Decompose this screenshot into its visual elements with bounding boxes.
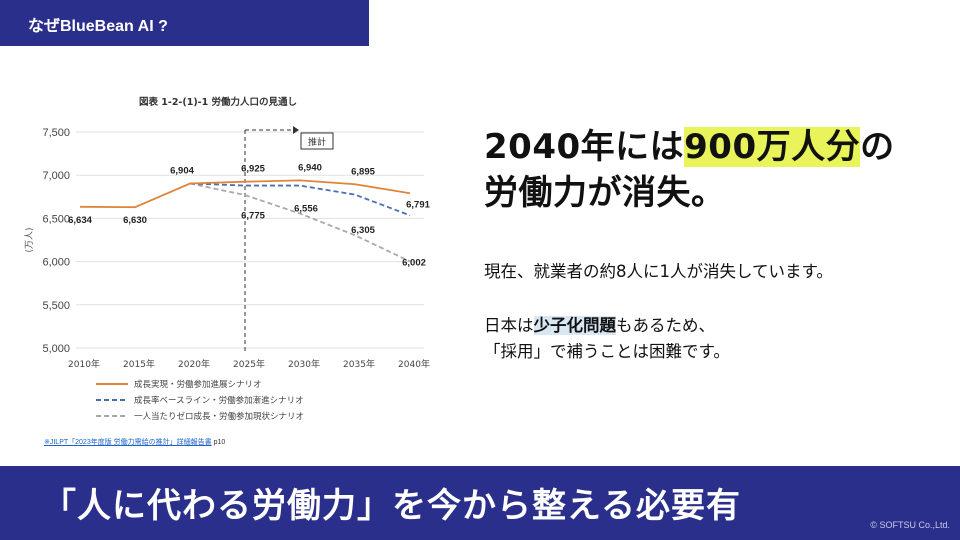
data-label: 6,775 xyxy=(241,211,265,222)
y-tick-label: 6,500 xyxy=(42,213,70,225)
body-p2-emph: 少子化問題 xyxy=(533,316,616,335)
projection-box xyxy=(300,132,334,150)
projection-label: 推計 xyxy=(308,136,326,148)
y-tick-label: 7,000 xyxy=(42,170,70,182)
x-tick-label: 2030年 xyxy=(288,358,320,370)
footer-bar: 「人に代わる労働力」を今から整える必要有 © SOFTSU Co.,Ltd. xyxy=(0,466,960,540)
headline-post: の xyxy=(860,127,895,167)
headline-highlight: 900万人分 xyxy=(684,127,861,167)
data-label: 6,791 xyxy=(406,199,430,210)
x-tick-label: 2010年 xyxy=(68,358,100,370)
data-label: 6,925 xyxy=(241,164,265,175)
x-tick-label: 2040年 xyxy=(398,358,430,370)
data-label: 6,305 xyxy=(351,225,375,236)
chart-title: 図表 1-2-(1)-1 労働力人口の見通し xyxy=(139,96,297,108)
copyright: © SOFTSU Co.,Ltd. xyxy=(870,520,950,530)
labor-force-chart: 図表 1-2-(1)-1 労働力人口の見通し 7,500 7,000 6,500 6,0… xyxy=(18,84,438,456)
series-line-2 xyxy=(189,182,411,263)
data-label: 6,634 xyxy=(68,215,92,226)
body-p2-pre: 日本は xyxy=(484,316,534,335)
y-tick-label: 6,000 xyxy=(42,257,70,269)
headline: 2040年には900万人分の 労働力が消失。 xyxy=(484,124,944,216)
data-label: 6,556 xyxy=(294,204,318,215)
legend-label: 成長実現・労働参加進展シナリオ xyxy=(134,379,262,390)
source-page: p10 xyxy=(211,439,226,446)
series-line-1 xyxy=(189,182,411,217)
data-label: 6,630 xyxy=(123,215,147,226)
series-line-0 xyxy=(79,179,411,209)
section-tab-label: なぜBlueBean AI ? xyxy=(28,18,168,35)
legend-label: 成長率ベースライン・労働参加漸進シナリオ xyxy=(134,395,304,406)
body-p1: 現在、就業者の約8人に1人が消失しています。 xyxy=(484,262,833,281)
chart-svg: 図表 1-2-(1)-1 労働力人口の見通し 7,500 7,000 6,500 6,0… xyxy=(24,96,431,422)
x-tick-label: 2015年 xyxy=(123,358,155,370)
headline-pre: 2040年には xyxy=(484,127,685,167)
x-tick-label: 2035年 xyxy=(343,358,375,370)
y-axis-label: (万人) xyxy=(24,227,35,252)
legend-label: 一人当たりゼロ成長・労働参加現状シナリオ xyxy=(134,411,304,422)
body-p2-post: もあるため、 xyxy=(616,316,715,335)
headline-line2: 労働力が消失。 xyxy=(484,173,726,213)
data-label: 6,904 xyxy=(170,165,194,176)
y-tick-label: 7,500 xyxy=(42,127,70,139)
body-paragraph-1: 現在、就業者の約8人に1人が消失しています。 xyxy=(484,259,944,285)
footer-message: 「人に代わる労働力」を今から整える必要有 xyxy=(42,486,741,526)
data-label: 6,002 xyxy=(402,257,426,268)
body-paragraph-2: 日本は少子化問題もあるため、 「採用」で補うことは困難です。 xyxy=(484,313,944,365)
y-tick-label: 5,500 xyxy=(42,300,70,312)
source-note: ※JILPT「2023年度版 労働力需給の推計」詳細報告書 p10 xyxy=(44,437,225,447)
x-tick-label: 2025年 xyxy=(233,358,265,370)
projection-arrowhead xyxy=(293,126,299,134)
data-label: 6,895 xyxy=(351,166,375,177)
y-tick-label: 5,000 xyxy=(42,343,70,355)
source-link[interactable]: ※JILPT「2023年度版 労働力需給の推計」詳細報告書 xyxy=(44,439,212,446)
body-p3: 「採用」で補うことは困難です。 xyxy=(484,342,730,361)
section-tab: なぜBlueBean AI ? xyxy=(0,0,369,46)
data-label: 6,940 xyxy=(298,162,322,173)
x-tick-label: 2020年 xyxy=(178,358,210,370)
